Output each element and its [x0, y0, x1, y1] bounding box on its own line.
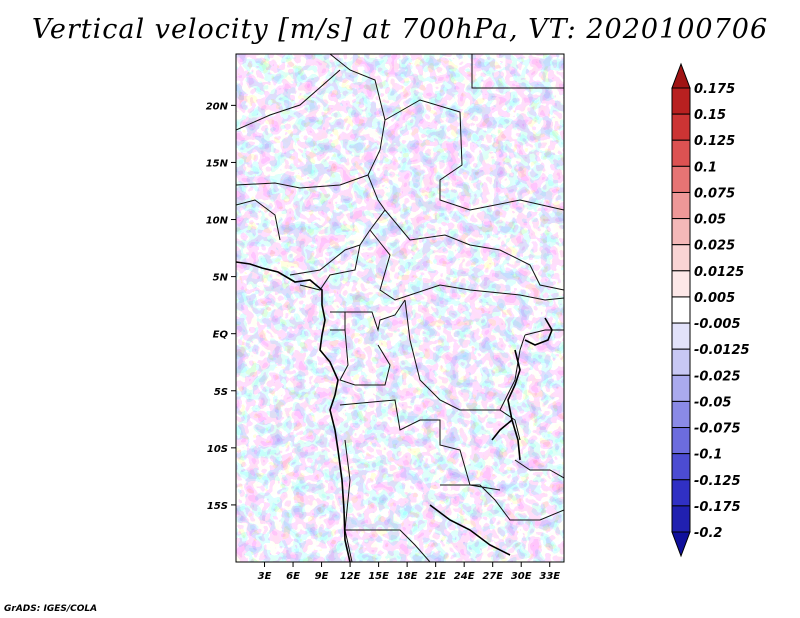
lat-label: 15N [206, 158, 229, 169]
colorbar-segment [671, 505, 691, 533]
country-borders [236, 54, 564, 562]
colorbar-label: 0.025 [694, 239, 735, 254]
lon-label: 21E [425, 571, 446, 582]
colorbar-segment [671, 322, 691, 350]
lat-label: EQ [213, 330, 229, 341]
colorbar-label: 0.1 [694, 160, 717, 175]
colorbar-label: -0.175 [694, 500, 741, 515]
lat-label: 15S [207, 501, 228, 512]
colorbar-label: -0.005 [694, 317, 741, 332]
lon-label: 24E [454, 571, 475, 582]
colorbar-segment [671, 244, 691, 272]
colorbar-segment [671, 348, 691, 376]
colorbar-segment [671, 427, 691, 455]
lat-label: 5S [214, 387, 228, 398]
colorbar-label: 0.175 [694, 82, 735, 97]
colorbar-segment [671, 296, 691, 324]
colorbar-segment [671, 87, 691, 115]
map-axes: 20N 15N 10N 5N EQ 5S 10S 15S 3E 6E 9E 12E 15E 18E 21E 2… [206, 101, 561, 582]
colorbar-label: -0.0125 [694, 343, 750, 358]
colorbar-segment [671, 270, 691, 298]
lon-label: 3E [258, 571, 272, 582]
colorbar-label: -0.2 [694, 526, 722, 541]
colorbar-label: -0.075 [694, 422, 741, 437]
colorbar-segment [671, 165, 691, 193]
colorbar-label: -0.05 [694, 395, 731, 410]
colorbar: 0.175 0.15 0.125 0.1 0.075 0.05 0.025 0.0125 0.0… [671, 62, 750, 558]
colorbar-segment [671, 139, 691, 167]
colorbar-label: 0.05 [694, 213, 726, 228]
colorbar-segment [671, 374, 691, 402]
coastline [236, 261, 553, 562]
colorbar-label: -0.125 [694, 474, 741, 489]
lon-label: 6E [286, 571, 300, 582]
lat-label: 5N [213, 273, 229, 284]
colorbar-segment [671, 479, 691, 507]
colorbar-segment [671, 191, 691, 220]
colorbar-label: 0.125 [694, 134, 735, 149]
lon-label: 33E [539, 571, 560, 582]
lat-label: 10N [206, 216, 229, 227]
grads-credit: GrADS: IGES/COLA [4, 604, 98, 614]
lon-label: 30E [511, 571, 532, 582]
colorbar-label: 0.075 [694, 186, 735, 201]
colorbar-top-tip [671, 62, 691, 89]
lat-label: 20N [206, 101, 229, 112]
lat-label: 10S [207, 444, 228, 455]
lon-label: 27E [482, 571, 503, 582]
lon-label: 12E [340, 571, 361, 582]
colorbar-segment [671, 218, 691, 246]
colorbar-label: -0.1 [694, 448, 722, 463]
colorbar-label: 0.0125 [694, 265, 744, 280]
lon-label: 9E [315, 571, 329, 582]
colorbar-label: 0.15 [694, 108, 726, 123]
lon-label: 18E [397, 571, 418, 582]
colorbar-segment [671, 400, 691, 429]
colorbar-label: -0.025 [694, 369, 741, 384]
colorbar-segment [671, 453, 691, 481]
map-frame [235, 53, 565, 563]
colorbar-label: 0.005 [694, 291, 735, 306]
colorbar-bottom-tip [671, 531, 691, 558]
lon-label: 15E [368, 571, 389, 582]
chart-title: Vertical velocity [m/s] at 700hPa, VT: 2… [31, 14, 769, 45]
colorbar-segment [671, 113, 691, 141]
